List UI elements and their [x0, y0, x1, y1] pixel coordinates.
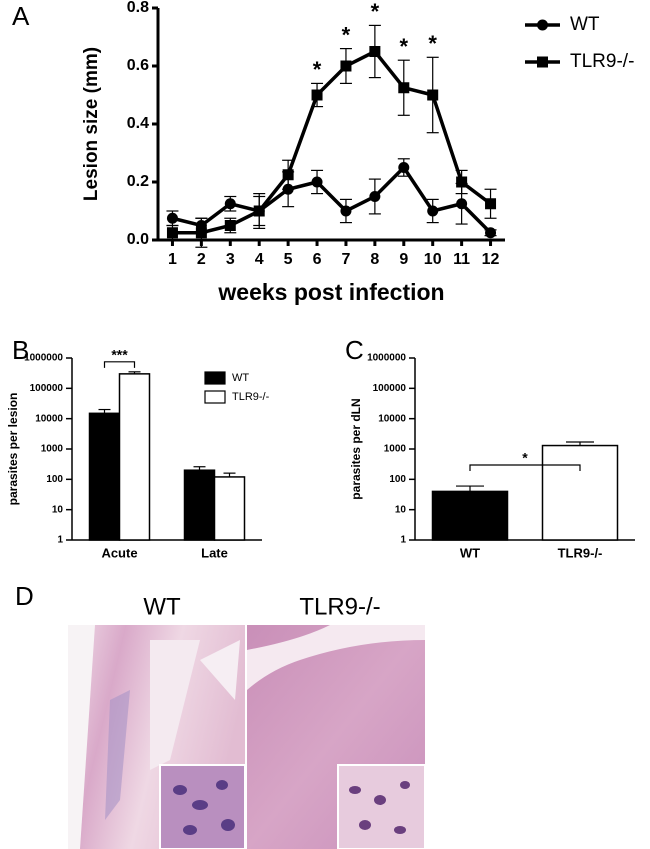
significance-mark: * [400, 34, 409, 59]
x-axis-label: weeks post infection [217, 279, 444, 305]
micrograph [68, 625, 246, 849]
point [311, 176, 323, 188]
point [369, 46, 381, 57]
point [311, 89, 323, 101]
y-tick-label: 0.2 [127, 173, 149, 190]
significance-mark: * [428, 31, 437, 56]
bar [88, 412, 121, 541]
bar [183, 469, 216, 541]
y-tick-label: 1000 [384, 444, 407, 455]
x-tick-label: 6 [313, 251, 322, 268]
point [398, 82, 410, 94]
legend-label: WT [570, 14, 600, 35]
y-tick-label: 0.8 [127, 0, 149, 16]
x-tick-label: 10 [424, 251, 442, 268]
bar [118, 373, 151, 541]
y-axis-label: Lesion size (mm) [81, 47, 102, 201]
point [253, 205, 265, 217]
x-tick-label: Late [201, 545, 228, 560]
y-axis-label: parasites per dLN [349, 398, 363, 499]
x-tick-label: Acute [101, 545, 137, 560]
point [456, 198, 468, 210]
significance-mark: * [522, 450, 528, 466]
y-tick-label: 0.6 [127, 57, 149, 74]
point [195, 227, 207, 239]
panel-label: A [12, 1, 30, 31]
y-tick-label: 10 [395, 504, 407, 515]
y-tick-label: 0.0 [127, 231, 149, 248]
series-line [172, 49, 492, 235]
legend-swatch [204, 371, 226, 385]
y-tick-label: 10 [52, 504, 64, 515]
y-tick-label: 100000 [30, 383, 64, 394]
significance-mark: * [371, 0, 380, 24]
y-tick-label: 10000 [378, 413, 406, 424]
point [369, 191, 381, 202]
panel-label: B [12, 335, 29, 365]
x-tick-label: 1 [168, 251, 177, 268]
x-tick-label: 2 [197, 251, 206, 268]
point [485, 227, 497, 239]
y-tick-label: 10000 [35, 413, 63, 424]
y-tick-label: 100 [389, 474, 406, 485]
x-tick-label: 8 [370, 251, 379, 268]
image-title: TLR9-/- [299, 593, 380, 620]
legend-label: TLR9-/- [232, 391, 270, 403]
x-tick-label: WT [460, 545, 480, 560]
significance-mark: * [342, 22, 351, 47]
significance-mark: * [313, 57, 322, 82]
panel-label: D [15, 581, 34, 611]
micrograph [247, 625, 426, 849]
y-tick-label: 0.4 [127, 115, 149, 132]
legend-marker [537, 56, 548, 68]
x-tick-label: TLR9-/- [558, 545, 603, 560]
point [398, 162, 410, 173]
legend-marker [537, 19, 548, 31]
point [485, 198, 497, 210]
x-tick-label: 11 [453, 251, 470, 268]
x-tick-label: 12 [482, 251, 500, 268]
point [166, 212, 178, 224]
legend-label: WT [232, 372, 249, 384]
bar [431, 490, 509, 541]
panel-label: C [345, 335, 364, 365]
legend-swatch [204, 390, 226, 404]
bar [213, 476, 246, 541]
y-tick-label: 100000 [373, 383, 407, 394]
point [427, 205, 439, 217]
y-tick-label: 1 [400, 535, 406, 546]
point [427, 89, 439, 101]
point [340, 205, 352, 217]
bar [541, 444, 619, 541]
significance-bracket [103, 361, 136, 368]
y-tick-label: 1000000 [24, 353, 63, 364]
x-tick-label: 9 [399, 251, 408, 268]
series-line [172, 164, 492, 234]
legend-label: TLR9-/- [570, 51, 634, 72]
image-title: WT [143, 593, 181, 620]
x-tick-label: 3 [226, 251, 235, 268]
point [166, 227, 178, 239]
point [224, 198, 236, 210]
significance-mark: *** [111, 347, 128, 363]
point [282, 169, 294, 181]
point [456, 176, 468, 188]
point [224, 220, 236, 231]
significance-bracket [469, 464, 581, 471]
x-tick-label: 5 [284, 251, 293, 268]
y-tick-label: 100 [46, 474, 63, 485]
y-tick-label: 1 [57, 535, 63, 546]
y-tick-label: 1000000 [367, 353, 406, 364]
y-axis-label: parasites per lesion [6, 393, 20, 506]
x-tick-label: 7 [342, 251, 351, 268]
y-tick-label: 1000 [41, 444, 64, 455]
point [340, 60, 352, 72]
x-tick-label: 4 [255, 251, 264, 268]
